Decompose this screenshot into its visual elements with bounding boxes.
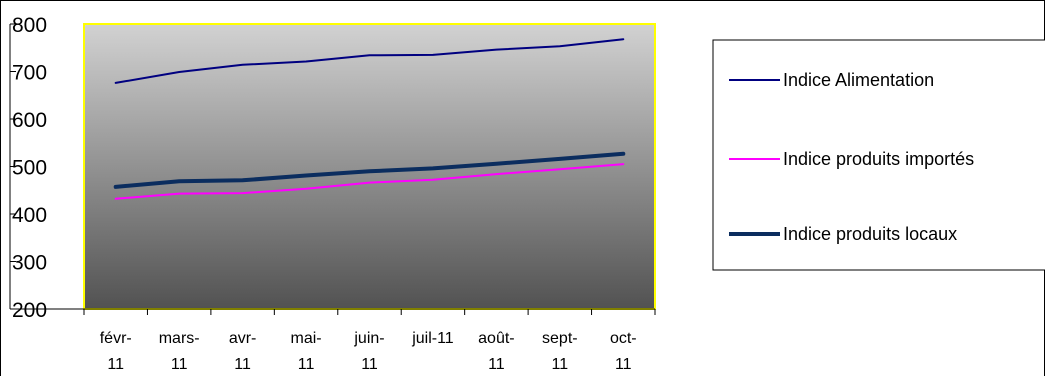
y-tick-label: 800 [12,14,47,37]
x-tick-label: août-11 [478,330,514,373]
y-tick-label: 300 [12,252,47,275]
x-tick-label: févr-11 [100,330,132,373]
series-line-1 [114,38,625,84]
y-tick-labels: 200 300 400 500 600 700 800 [12,14,47,322]
x-tick-labels: févr-11 mars-11 avr-11 mai-11 juin-11 juil-11… [100,330,637,373]
axes [9,23,656,315]
x-tick-label: avr-11 [229,330,257,373]
y-tick-label: 200 [12,299,47,322]
x-tick-label: mars-11 [159,330,200,373]
x-tick-label: oct-11 [610,330,637,373]
legend-label-1: Indice Alimentation [783,70,934,90]
x-tick-label: juil-11 [411,330,454,347]
legend-label-2: Indice produits importés [783,149,974,169]
series-line-3 [113,151,626,189]
y-tick-label: 600 [12,109,47,132]
plot-area [83,23,656,310]
series-lines [113,38,626,200]
series-line-2 [114,163,625,200]
y-tick-label: 700 [12,62,47,85]
x-tick-label: juin-11 [353,330,384,373]
legend: Indice Alimentation Indice produits impor… [712,39,1045,271]
legend-label-3: Indice produits locaux [783,224,957,244]
legend-box [712,39,1045,271]
y-tick-label: 400 [12,204,47,227]
y-tick-label: 500 [12,157,47,180]
x-tick-label: mai-11 [291,330,322,373]
x-tick-label: sept-11 [542,330,578,373]
